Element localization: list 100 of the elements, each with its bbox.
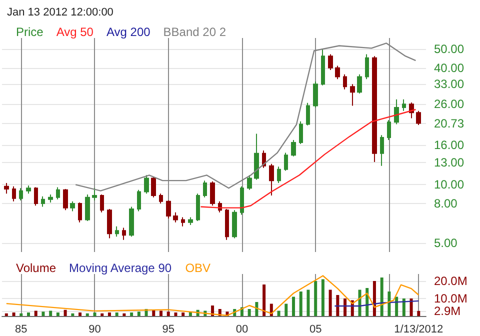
candlestick [188,216,193,226]
bar [372,281,376,316]
candlestick [181,216,185,227]
y-tick-label: 16.00 [434,138,464,152]
bar [71,313,74,316]
candlestick [343,74,347,90]
candlestick [350,84,355,106]
x-tick-label: 90 [88,324,101,336]
candlestick [19,188,23,201]
candlestick [284,152,288,172]
candlestick [328,54,333,70]
line-series [6,275,420,316]
bar [78,312,82,316]
bar [299,292,302,316]
text: Moving Average 90 [69,261,172,275]
candlestick [269,163,274,196]
candlestick [151,176,156,198]
candlestick [313,81,318,108]
x-tick-label: 00 [236,324,248,336]
candlestick [26,185,31,194]
y-tick-label: 40.00 [434,60,464,75]
bar [344,298,347,316]
y-tick-label: 13.00 [434,156,464,170]
candlestick [85,194,90,222]
legend-label: Avg 200 [106,25,151,39]
bar [12,312,16,316]
candlestick [416,110,421,126]
x-tick-label: 05 [309,324,322,336]
candlestick [48,194,53,203]
candlestick [225,208,229,240]
text: BBand 20 2 [163,25,226,39]
text: OBV [185,261,211,275]
bar [395,296,398,316]
bar [160,310,162,316]
candlestick [115,226,119,238]
bar [182,312,185,316]
bar [248,309,251,316]
y-tick-label: 50.00 [434,42,464,56]
candlestick [92,188,97,201]
candlestick [41,196,45,208]
text: Avg 50 [56,25,94,39]
bar [115,312,118,316]
y-tick-label: 20.0M [434,274,468,288]
bar [108,312,111,316]
bar [262,284,266,316]
bar [255,302,258,316]
bar [284,304,288,316]
y-tick-label: 2.9M [434,304,461,318]
bar [314,281,318,316]
candlestick [173,212,178,223]
text: Volume [16,261,56,275]
candlestick [372,56,377,162]
bar [122,313,126,316]
candlestick [254,133,259,180]
bar [292,296,295,316]
bar [4,313,8,316]
bar [20,313,23,316]
bar [410,298,413,316]
candlestick [100,194,104,213]
bar [130,312,134,316]
candlestick [380,134,384,166]
bar [137,312,140,316]
bar [93,312,96,316]
candlestick [240,186,244,216]
y-tick-label: 10.0M [434,292,468,306]
candlestick [129,206,134,238]
candlestick [277,166,281,184]
bar [174,312,178,316]
candlestick [63,188,68,211]
bar [166,312,170,316]
candlestick [365,54,369,80]
bar [49,310,52,316]
candlestick [232,210,237,239]
candlestick [70,200,75,212]
candlestick [321,48,325,86]
bar [388,292,391,316]
bar [402,298,406,316]
candlestick [56,186,60,200]
candlestick [144,174,149,194]
candlestick [12,186,16,202]
y-tick-label: 10.00 [434,178,464,192]
bar [328,290,332,316]
bar [42,312,45,316]
candlestick [299,120,303,145]
x-tick-label: 1/13/2012 [394,324,444,336]
x-tick-label: 85 [15,324,28,336]
candlestick [247,174,252,190]
candlestick [203,180,207,198]
candlestick [394,98,399,125]
bar [417,310,420,316]
bar [380,278,384,316]
candlestick [291,139,296,157]
candlestick [137,189,141,212]
y-tick-label: 8.00 [434,196,458,211]
line-series [200,108,416,208]
candlestick [335,65,340,80]
y-tick-label: 5.00 [434,236,458,250]
y-tick-label: 20.73 [434,116,464,130]
candlestick [210,180,215,206]
candlestick [78,202,82,223]
